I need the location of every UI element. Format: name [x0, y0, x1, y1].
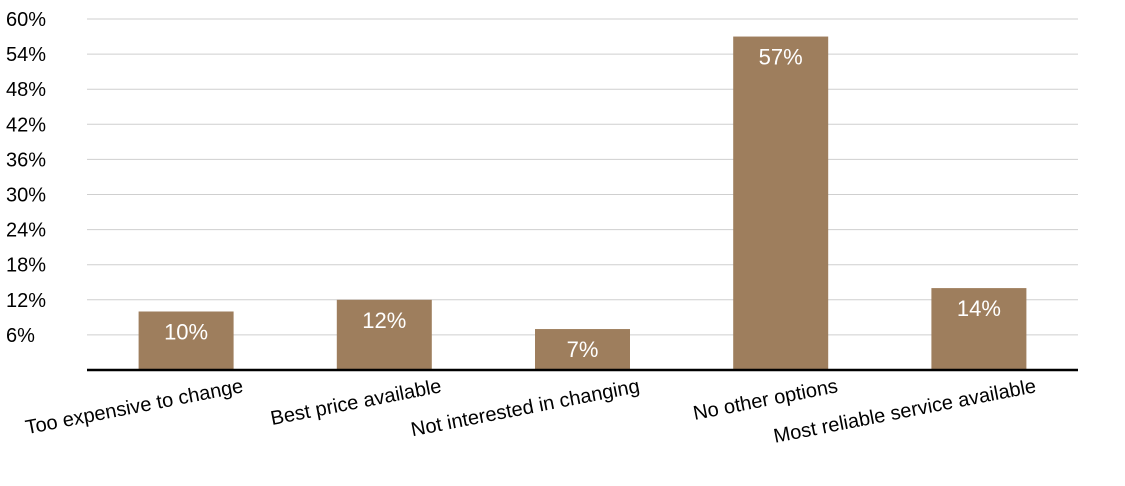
gridlines [87, 18, 1078, 336]
data-label: 12% [362, 308, 406, 333]
x-tick-label: Not interested in changing [409, 375, 641, 441]
bar [138, 311, 234, 370]
y-tick-label: 54% [6, 44, 46, 66]
y-tick-label: 60% [6, 9, 46, 31]
y-tick-label: 36% [6, 149, 46, 171]
y-tick-label: 48% [6, 79, 46, 101]
bar [535, 329, 630, 370]
data-label: 10% [164, 320, 208, 345]
x-tick-label: Too expensive to change [24, 375, 245, 439]
data-label: 14% [957, 296, 1001, 321]
y-tick-label: 6% [6, 325, 35, 347]
y-axis-ticks: 6% 12% 18% 24% 30% 36% 42% 48% 54% 60% [6, 9, 46, 347]
x-axis-ticks: Too expensive to change Best price availa… [24, 375, 1038, 448]
bar [733, 36, 829, 371]
y-tick-label: 30% [6, 185, 46, 207]
y-tick-label: 24% [6, 220, 46, 242]
y-tick-label: 12% [6, 290, 46, 312]
data-label: 7% [567, 337, 599, 362]
data-label: 57% [759, 45, 803, 70]
bars: 10% 12% 7% 57% 14% [138, 36, 1027, 371]
bar [336, 299, 432, 370]
y-tick-label: 42% [6, 114, 46, 136]
bar [931, 288, 1027, 370]
y-tick-label: 18% [6, 255, 46, 277]
